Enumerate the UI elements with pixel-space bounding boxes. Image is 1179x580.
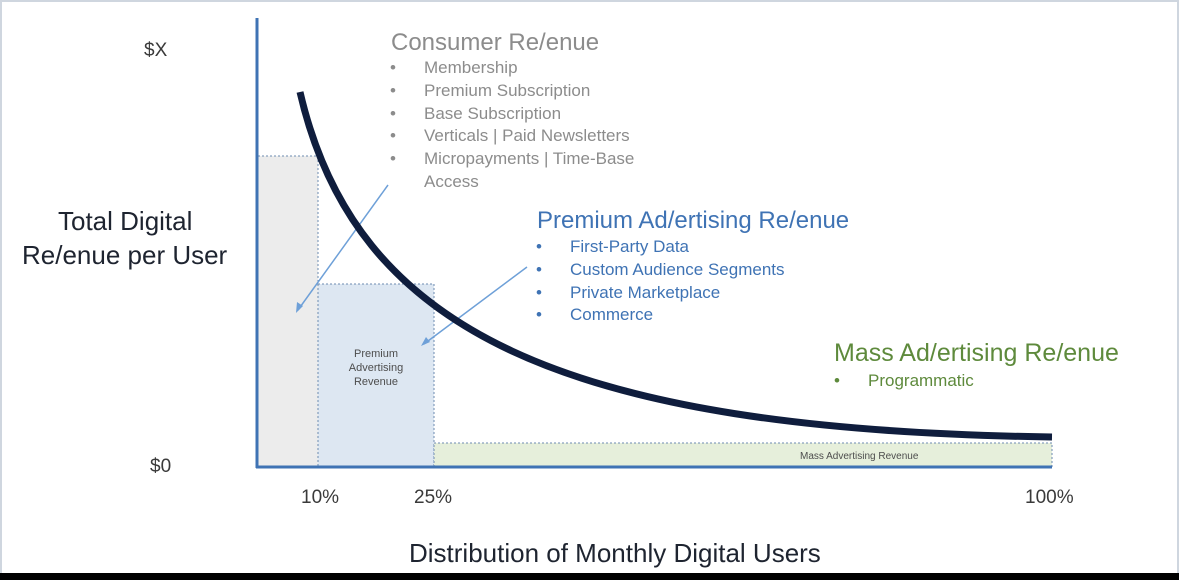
y-axis-label-line2: Re/enue per User [22, 240, 228, 270]
x-axis-label: Distribution of Monthly Digital Users [409, 538, 821, 568]
list-item: • Private Marketplace [536, 282, 785, 305]
mass-region [433, 442, 1053, 468]
bullet-icon: • [390, 103, 396, 123]
premium-box-label: Premium Advertising Revenue [348, 348, 404, 388]
bullet-icon: • [390, 149, 396, 169]
list-item: • Premium Subscription [390, 80, 634, 103]
mass-box-label: Mass Advertising Revenue [800, 451, 919, 462]
bullet-icon: • [536, 237, 542, 256]
revenue-curve [296, 91, 1053, 441]
consumer-region [257, 155, 319, 468]
y-axis-bottom-tick: $0 [150, 456, 172, 477]
bullet-icon: • [834, 371, 840, 390]
list-item: • First-Party Data [536, 236, 785, 259]
premium-region [317, 283, 435, 468]
list-item: • Base Subscription [390, 103, 634, 126]
mass-list: • Programmatic [834, 370, 974, 393]
premium-list: • First-Party Data • Custom Audience Segme… [536, 236, 785, 327]
list-item: Access [424, 171, 479, 191]
consumer-pointer-arrow [297, 184, 389, 311]
mass-title: Mass Ad/ertising Re/enue [834, 339, 1119, 367]
consumer-arrowhead [296, 302, 303, 313]
premium-pointer-arrow [423, 266, 528, 345]
bullet-icon: • [536, 305, 542, 325]
bottom-border [0, 573, 1179, 580]
list-item: • Programmatic [834, 370, 974, 393]
list-item: • Custom Audience Segments [536, 259, 785, 282]
list-item: • Commerce [536, 304, 785, 327]
list-item: • Membership [390, 57, 634, 80]
bullet-icon: • [536, 282, 542, 302]
bullet-icon: • [390, 126, 396, 146]
list-item: • Micropayments | Time-Base [390, 148, 634, 171]
list-item: • Verticals | Paid Newsletters [390, 125, 634, 148]
bullet-icon: • [390, 80, 396, 100]
x-tick-100: 100% [1025, 487, 1074, 508]
x-tick-25: 25% [414, 487, 453, 508]
bullet-icon: • [536, 259, 542, 279]
x-tick-10: 10% [301, 487, 340, 508]
premium-title: Premium Ad/ertising Re/enue [537, 207, 850, 234]
consumer-list: • Membership • Premium Subscription • Base … [390, 57, 634, 194]
consumer-title: Consumer Re/enue [391, 29, 600, 56]
y-axis-top-tick: $X [144, 40, 168, 61]
premium-arrowhead [421, 337, 430, 346]
bullet-icon: • [390, 58, 396, 77]
y-axis-label-line1: Total Digital [58, 206, 193, 236]
